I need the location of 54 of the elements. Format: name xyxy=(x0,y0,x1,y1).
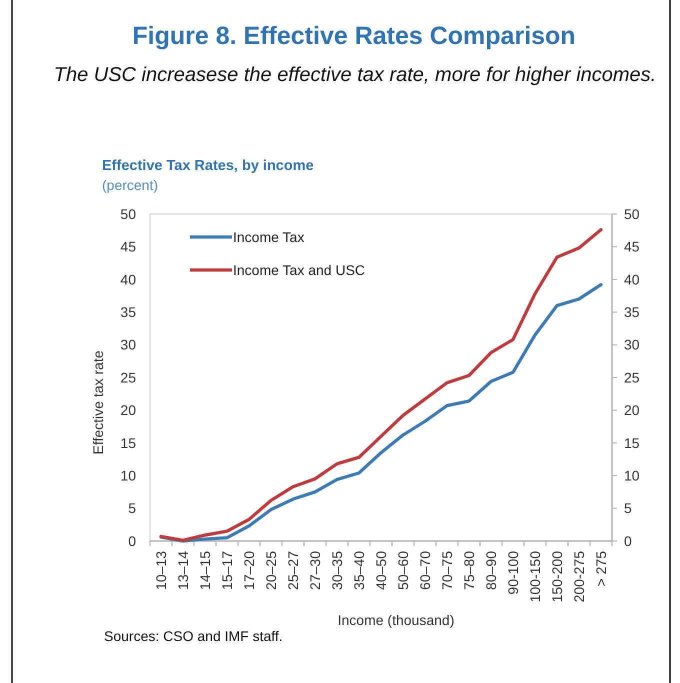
x-tick-label: 80–90 xyxy=(483,550,499,590)
y-tick-label: 15 xyxy=(120,434,136,451)
chart-title: Figure 8. Effective Rates Comparison xyxy=(132,22,576,50)
x-tick-label: 100-150 xyxy=(527,550,543,602)
y-tick-label: 30 xyxy=(120,336,136,353)
x-tick-label: 17–20 xyxy=(241,550,257,590)
y2-tick-label: 50 xyxy=(624,206,640,222)
x-tick-label: 50–60 xyxy=(395,550,411,590)
x-tick-label: 60–70 xyxy=(417,550,433,590)
text: Effective Tax Rates, by income xyxy=(102,158,314,174)
x-axis-title: Income (thousand) xyxy=(338,612,454,628)
y2-tick-label: 35 xyxy=(624,304,640,320)
x-tick-label: 30–35 xyxy=(329,550,345,590)
chart-subtitle: The USC increasese the effective tax rate, more for higher incomes. xyxy=(52,63,658,88)
y2-tick-label: 40 xyxy=(624,271,640,288)
legend-label: Income Tax and USC xyxy=(233,262,366,278)
x-tick-label: 40–50 xyxy=(373,550,389,590)
x-tick-label: 25–27 xyxy=(285,550,301,590)
y2-tick-label: 25 xyxy=(624,369,640,386)
x-tick-label: 200-275 xyxy=(571,550,587,602)
y2-tick-label: 5 xyxy=(624,500,632,516)
x-tick-label: > 275 xyxy=(593,550,609,586)
x-tick-label: 13–14 xyxy=(175,550,191,590)
y-tick-label: 35 xyxy=(120,304,136,320)
y-tick-label: 50 xyxy=(120,206,136,222)
y2-tick-label: 15 xyxy=(624,434,640,451)
y2-tick-label: 10 xyxy=(624,468,640,484)
text: (percent) xyxy=(102,177,158,193)
line-series xyxy=(159,228,603,542)
x-tick-label: 27–30 xyxy=(307,550,323,590)
x-tick-label: 15–17 xyxy=(219,550,235,590)
y2-tick-label: 45 xyxy=(624,238,640,255)
y2-tick-label: 20 xyxy=(624,402,640,418)
y-tick-label: 5 xyxy=(128,500,136,516)
y2-tick-label: 30 xyxy=(624,336,640,353)
y-tick-label: 25 xyxy=(120,369,136,386)
x-tick-label: 14–15 xyxy=(197,550,213,590)
line-series xyxy=(159,283,603,543)
source-note: Sources: CSO and IMF staff. xyxy=(104,628,283,644)
y2-tick-label: 0 xyxy=(624,532,632,549)
x-tick-label: 10–13 xyxy=(153,550,169,590)
x-tick-label: 75–80 xyxy=(461,550,477,590)
x-tick-label: 35–40 xyxy=(351,550,367,590)
legend-label: Income Tax xyxy=(233,228,304,245)
y-tick-label: 10 xyxy=(120,468,136,484)
x-tick-label: 90-100 xyxy=(505,550,521,595)
y-tick-label: 40 xyxy=(120,271,136,288)
x-tick-label: 150-200 xyxy=(549,550,565,602)
y-tick-label: 0 xyxy=(128,532,136,549)
y-tick-label: 45 xyxy=(120,238,136,255)
x-tick-label: 20–25 xyxy=(263,550,279,590)
y-tick-label: 20 xyxy=(120,402,136,418)
y-axis-title: Effective tax rate xyxy=(90,350,106,455)
x-tick-label: 70–75 xyxy=(439,550,455,590)
